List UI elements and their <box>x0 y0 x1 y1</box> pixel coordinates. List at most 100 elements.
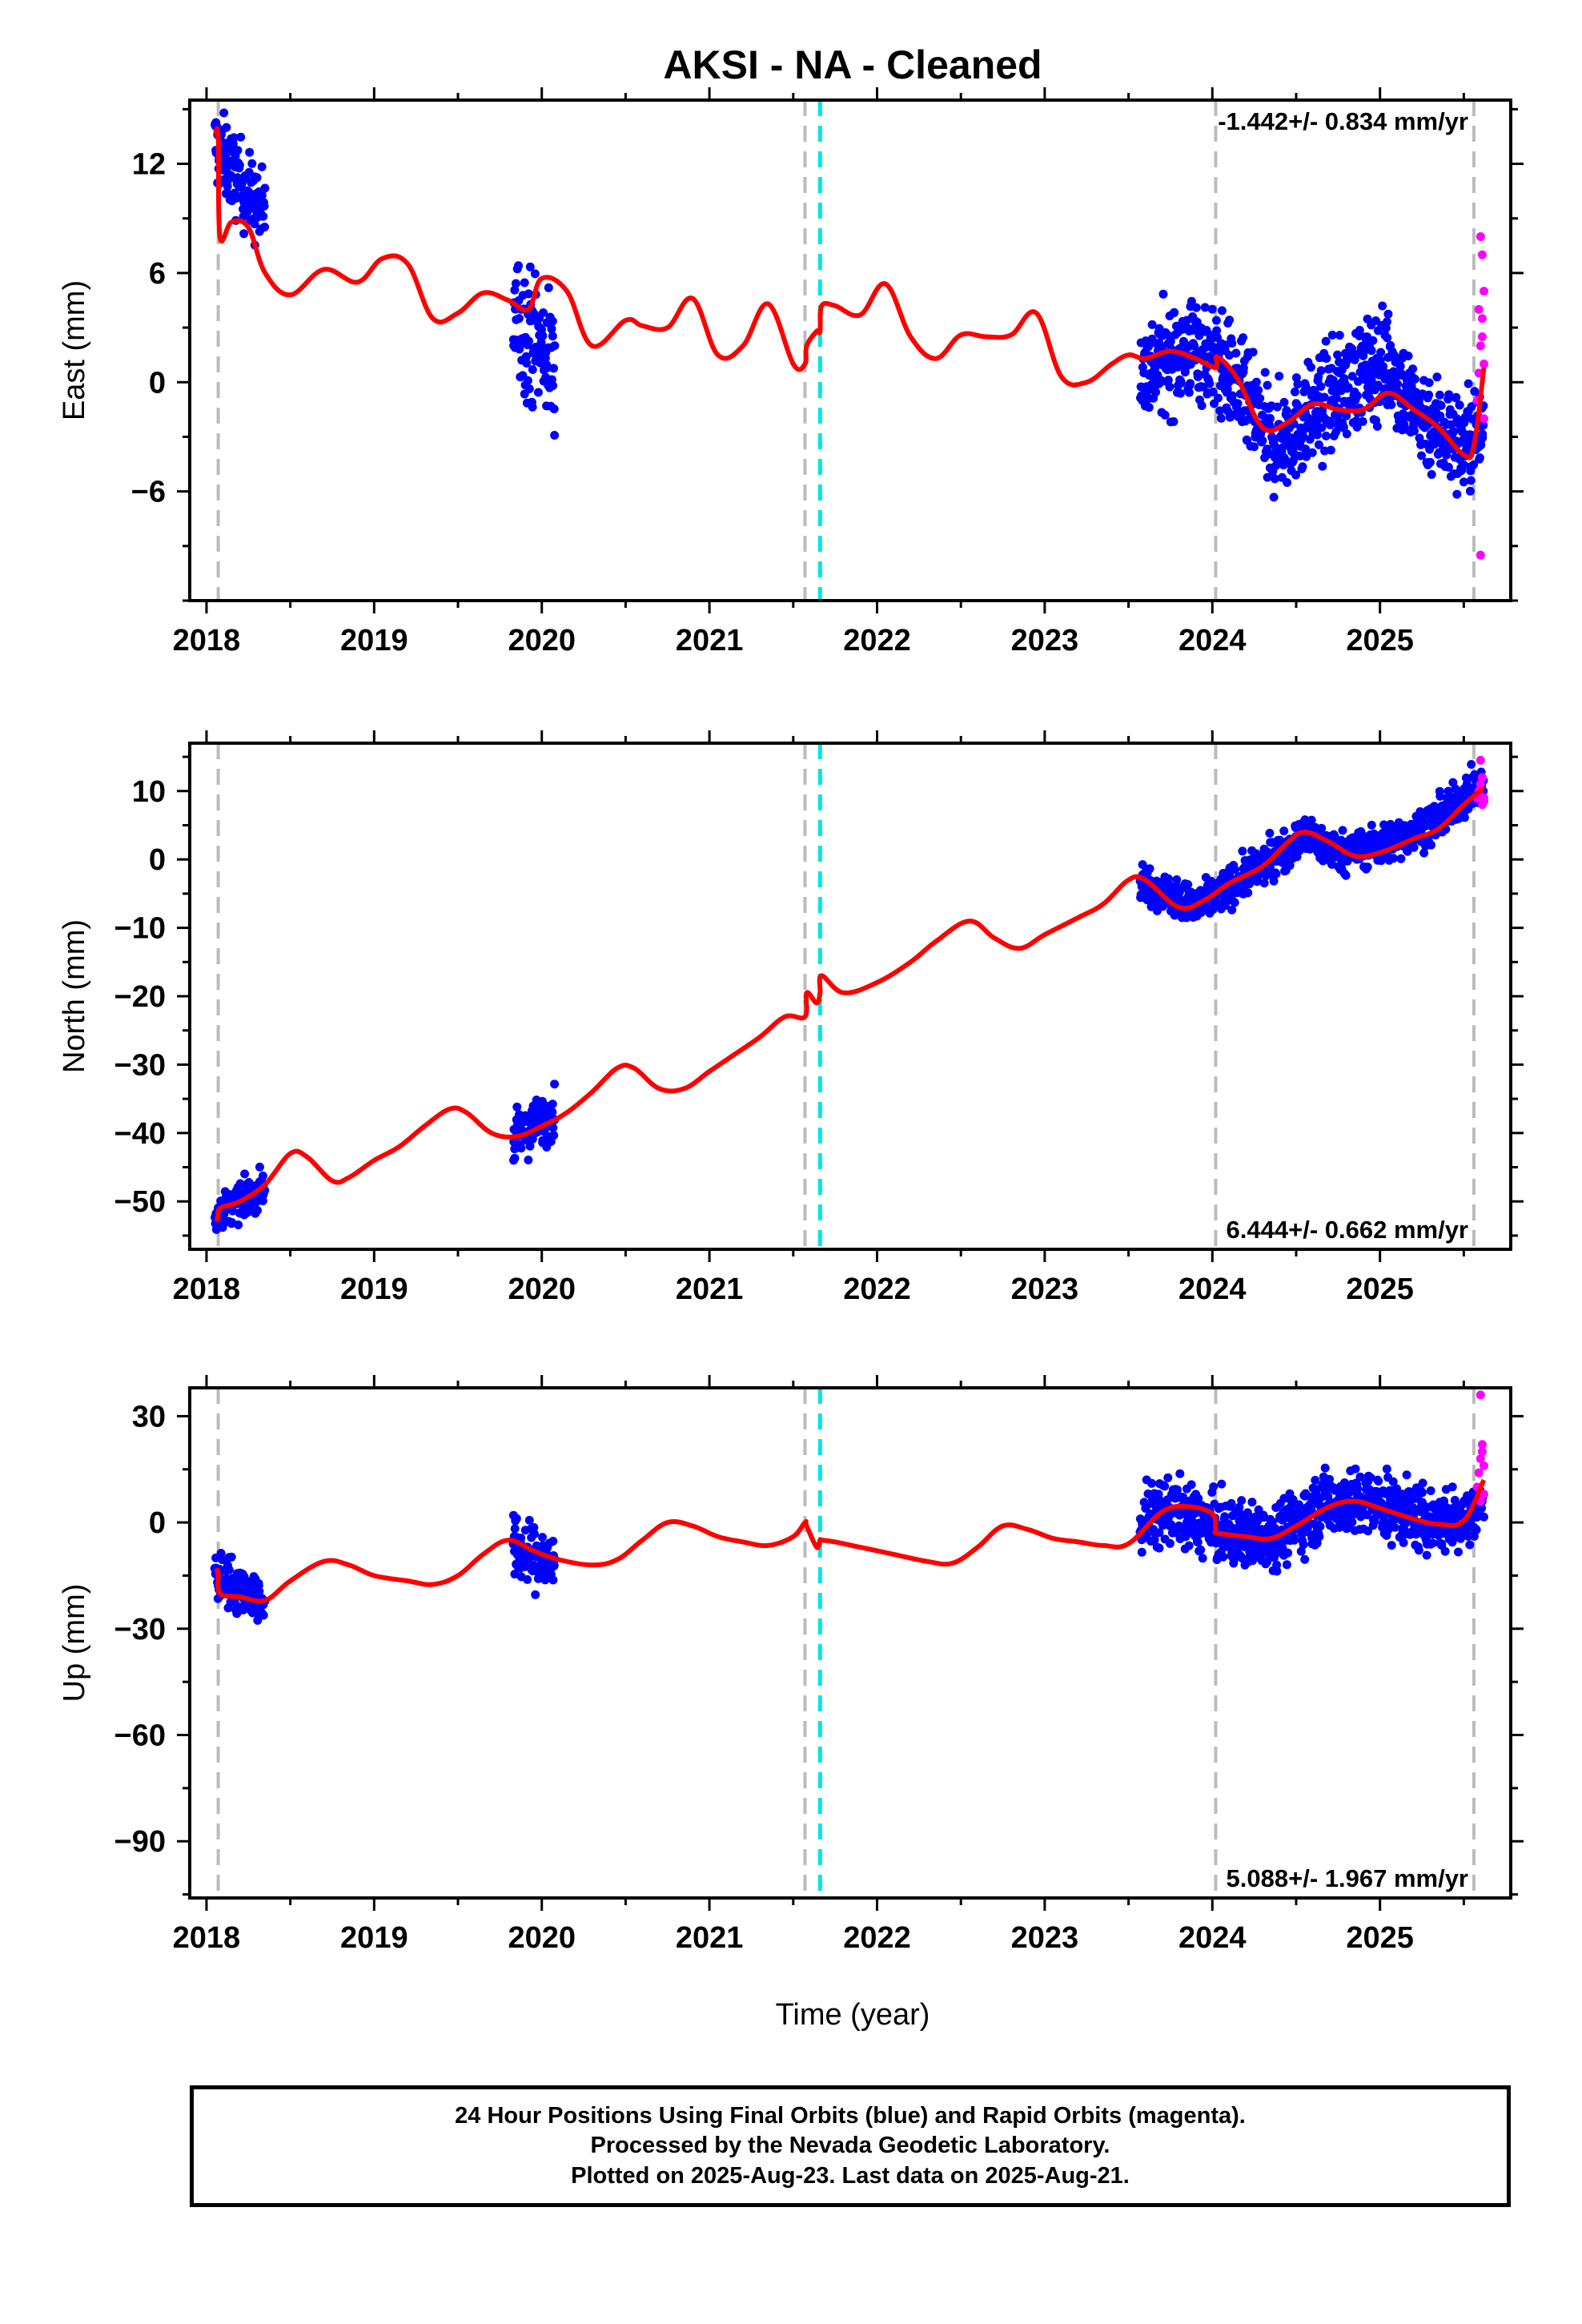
final-orbit-point <box>549 404 559 414</box>
final-orbit-point <box>1147 1478 1156 1488</box>
final-orbit-point <box>549 364 558 373</box>
final-orbit-point <box>1170 308 1179 317</box>
final-orbit-point <box>1272 1560 1282 1570</box>
final-orbit-point <box>1263 380 1272 390</box>
final-orbit-point <box>1215 406 1225 416</box>
final-orbit-point <box>1467 760 1476 769</box>
final-orbit-point <box>1323 1492 1333 1502</box>
final-orbit-point <box>1446 420 1456 429</box>
final-orbit-point <box>524 1156 533 1164</box>
final-orbit-point <box>1347 372 1357 381</box>
final-orbit-point <box>1333 350 1343 360</box>
final-orbit-point <box>1331 427 1341 436</box>
final-orbit-point <box>1200 303 1210 312</box>
final-orbit-point <box>257 191 267 200</box>
final-orbit-point <box>548 1537 558 1546</box>
final-orbit-point <box>1196 1545 1206 1554</box>
final-orbit-point <box>234 1220 243 1229</box>
y-tick-label: −30 <box>114 1048 166 1082</box>
final-orbit-point <box>1285 861 1295 870</box>
final-orbit-point <box>1275 372 1284 381</box>
final-orbit-point <box>1358 416 1367 426</box>
final-orbit-point <box>222 123 231 132</box>
rapid-orbit-point <box>1476 231 1485 241</box>
final-orbit-point <box>1315 1522 1325 1531</box>
final-orbit-point <box>1238 846 1247 856</box>
final-orbit-point <box>1316 366 1326 376</box>
final-orbit-point <box>1414 1546 1423 1555</box>
final-orbit-point <box>1193 1538 1203 1547</box>
final-orbit-point <box>1271 869 1281 879</box>
final-orbit-point <box>1248 348 1258 357</box>
final-orbit-point <box>520 278 529 287</box>
footer-caption: 24 Hour Positions Using Final Orbits (bl… <box>190 2085 1511 2207</box>
velocity-rate-label: 6.444+/- 0.662 mm/yr <box>1227 1216 1468 1244</box>
final-orbit-point <box>1351 1464 1360 1474</box>
final-orbit-point <box>548 1100 557 1109</box>
final-orbit-point <box>530 269 540 279</box>
final-orbit-point <box>216 1549 226 1558</box>
final-orbit-point <box>1343 383 1353 392</box>
data-points <box>211 108 1488 560</box>
final-orbit-point <box>524 384 534 393</box>
rapid-orbit-point <box>1477 773 1487 782</box>
final-orbit-point <box>510 285 520 295</box>
final-orbit-point <box>1424 390 1434 400</box>
final-orbit-point <box>1355 325 1364 335</box>
model-curve <box>213 1478 1487 1604</box>
final-orbit-point <box>514 314 524 324</box>
final-orbit-point <box>1376 348 1386 357</box>
final-orbit-point <box>530 1530 539 1538</box>
rapid-orbit-point <box>1477 1440 1487 1449</box>
final-orbit-point <box>235 1179 245 1188</box>
final-orbit-point <box>1282 406 1291 415</box>
final-orbit-point <box>1440 1546 1450 1556</box>
final-orbit-point <box>1352 391 1362 400</box>
final-orbit-point <box>1233 399 1243 408</box>
final-orbit-point <box>1325 420 1335 429</box>
final-orbit-point <box>1291 470 1301 480</box>
final-orbit-point <box>1455 400 1464 410</box>
x-tick-label: 2020 <box>508 624 576 657</box>
y-tick-label: −30 <box>114 1613 166 1647</box>
final-orbit-point <box>1325 1474 1334 1484</box>
final-orbit-point <box>1418 1488 1427 1498</box>
final-orbit-point <box>252 173 262 183</box>
final-orbit-point <box>1347 344 1357 353</box>
final-orbit-point <box>1147 320 1157 329</box>
final-orbit-point <box>1316 1493 1326 1502</box>
final-orbit-point <box>1321 336 1331 346</box>
final-orbit-point <box>1254 385 1263 395</box>
final-orbit-point <box>544 283 553 292</box>
final-orbit-point <box>1315 1532 1324 1542</box>
final-orbit-point <box>1392 1484 1402 1494</box>
final-orbit-point <box>1186 1480 1196 1490</box>
final-orbit-point <box>1321 431 1331 440</box>
final-orbit-point <box>1326 445 1335 455</box>
final-orbit-point <box>224 1565 234 1574</box>
final-orbit-point <box>250 219 259 229</box>
panel-up: 2018 2019 2020 2021 2022 2023 2024 2025 −90 −60 −3… <box>58 1375 1524 1955</box>
final-orbit-point <box>1466 476 1476 485</box>
final-orbit-point <box>1390 1522 1399 1532</box>
final-orbit-point <box>1163 376 1173 385</box>
footer-line-dates: Plotted on 2025-Aug-23. Last data on 202… <box>571 2162 1130 2189</box>
final-orbit-point <box>1410 426 1419 436</box>
final-orbit-point <box>1191 303 1201 312</box>
final-orbit-point <box>1418 1498 1427 1507</box>
final-orbit-point <box>253 1205 262 1215</box>
x-tick-label: 2019 <box>340 1921 408 1955</box>
x-tick-label: 2021 <box>676 1273 744 1306</box>
final-orbit-point <box>1363 1526 1373 1536</box>
rapid-orbit-point <box>1479 797 1488 806</box>
final-orbit-point <box>239 229 249 239</box>
final-orbit-point <box>1282 1560 1291 1570</box>
final-orbit-point <box>1278 443 1287 452</box>
final-orbit-point <box>1299 1540 1308 1550</box>
final-orbit-point <box>524 336 533 346</box>
final-orbit-point <box>1417 451 1426 460</box>
final-orbit-point <box>1435 411 1445 420</box>
y-tick-label: −6 <box>131 476 166 509</box>
final-orbit-point <box>1160 1482 1170 1491</box>
y-tick-label: −10 <box>114 912 166 946</box>
